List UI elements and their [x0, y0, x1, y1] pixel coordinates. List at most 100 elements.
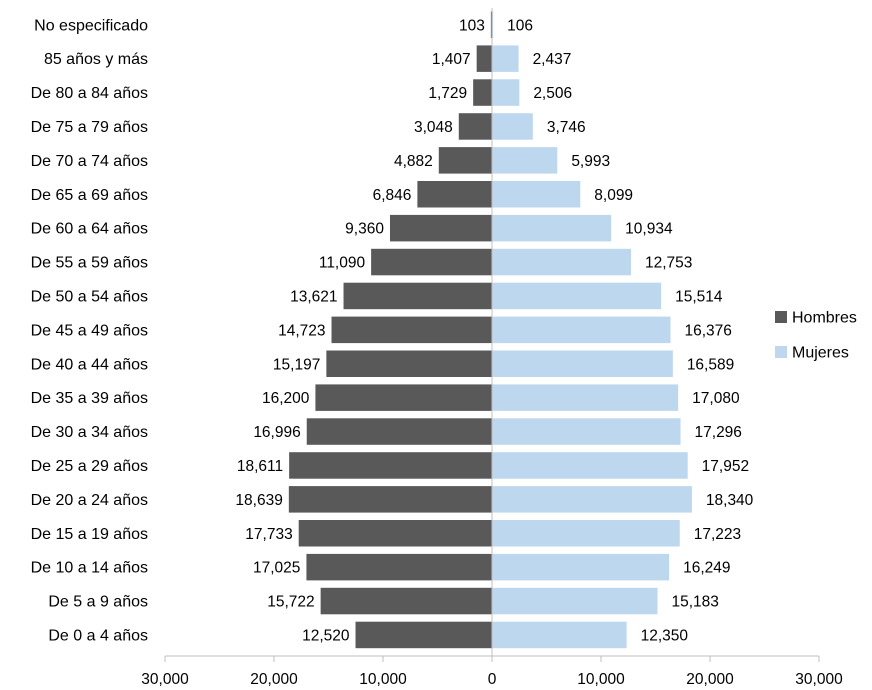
bar-mujeres [492, 181, 581, 208]
x-tick-label: 10,000 [359, 671, 407, 688]
value-label-hombres: 11,090 [319, 255, 366, 272]
value-label-hombres: 17,025 [253, 560, 300, 577]
bar-mujeres [492, 418, 681, 445]
bar-hombres [473, 79, 492, 106]
category-label: De 50 a 54 años [31, 288, 148, 305]
value-label-mujeres: 16,249 [683, 560, 730, 577]
value-label-hombres: 1,407 [432, 51, 471, 68]
category-label: No especificado [34, 17, 148, 34]
category-label: De 30 a 34 años [31, 424, 148, 441]
bar-mujeres [492, 248, 632, 276]
x-tick-label: 10,000 [577, 671, 625, 688]
value-label-hombres: 1,729 [428, 85, 467, 102]
category-label: 85 años y más [44, 51, 148, 68]
value-label-mujeres: 3,746 [547, 119, 586, 136]
bar-hombres [288, 486, 492, 513]
value-label-hombres: 15,197 [273, 356, 320, 373]
bar-hombres [355, 621, 492, 649]
value-label-hombres: 15,722 [267, 594, 314, 611]
bar-hombres [306, 418, 492, 445]
category-label: De 80 a 84 años [31, 85, 148, 102]
category-label: De 70 a 74 años [31, 153, 148, 170]
value-label-hombres: 6,846 [373, 187, 412, 204]
bar-mujeres [492, 553, 670, 581]
value-label-hombres: 4,882 [394, 153, 433, 170]
value-label-hombres: 9,360 [345, 221, 384, 238]
value-label-mujeres: 17,223 [694, 526, 741, 543]
bar-hombres [476, 45, 492, 72]
value-label-mujeres: 106 [507, 17, 533, 34]
value-label-hombres: 18,611 [237, 458, 283, 475]
bar-mujeres [492, 452, 688, 479]
bar-hombres [490, 11, 492, 38]
value-label-mujeres: 17,952 [702, 458, 749, 475]
value-label-mujeres: 12,753 [645, 255, 692, 272]
value-label-hombres: 13,621 [290, 288, 337, 305]
value-label-hombres: 17,733 [245, 526, 292, 543]
legend-swatch-mujeres [775, 346, 787, 358]
value-label-hombres: 3,048 [414, 119, 453, 136]
category-label: De 75 a 79 años [31, 119, 148, 136]
bars-layer [288, 11, 692, 649]
value-label-hombres: 16,996 [253, 424, 300, 441]
bar-hombres [417, 181, 492, 208]
bar-mujeres [492, 282, 662, 310]
value-label-mujeres: 16,589 [687, 356, 734, 373]
value-label-mujeres: 15,183 [671, 594, 718, 611]
bar-mujeres [492, 214, 612, 242]
x-tick-label: 0 [488, 671, 497, 688]
bar-mujeres [492, 621, 627, 649]
x-tick-label: 30,000 [141, 671, 189, 688]
labels-layer: No especificado 103 106 85 años y más 1,407 2… [31, 17, 754, 644]
bar-mujeres [492, 316, 671, 344]
category-label: De 35 a 39 años [31, 390, 148, 407]
bar-hombres [306, 553, 492, 581]
value-label-mujeres: 8,099 [594, 187, 633, 204]
bar-mujeres [492, 486, 692, 513]
bar-mujeres [492, 350, 673, 377]
value-label-mujeres: 2,506 [533, 85, 572, 102]
category-label: De 40 a 44 años [31, 356, 148, 373]
category-label: De 15 a 19 años [31, 526, 148, 543]
x-axis: 30,000 20,000 10,000 0 10,000 20,000 30,000 [141, 8, 843, 688]
category-label: De 0 a 4 años [48, 627, 148, 644]
value-label-mujeres: 15,514 [675, 288, 723, 305]
value-label-mujeres: 12,350 [641, 627, 689, 644]
bar-hombres [458, 113, 492, 140]
bar-hombres [289, 452, 492, 479]
bar-mujeres [492, 587, 658, 615]
value-label-hombres: 103 [459, 17, 485, 34]
bar-mujeres [492, 520, 680, 547]
bar-mujeres [492, 113, 533, 140]
category-label: De 45 a 49 años [31, 322, 148, 339]
legend: Hombres Mujeres [775, 310, 857, 362]
bar-mujeres [492, 384, 679, 411]
category-label: De 55 a 59 años [31, 255, 148, 272]
bar-mujeres [492, 45, 519, 72]
x-tick-label: 20,000 [686, 671, 734, 688]
value-label-hombres: 18,639 [235, 492, 282, 509]
bar-hombres [343, 282, 492, 310]
value-label-hombres: 16,200 [262, 390, 310, 407]
category-label: De 20 a 24 años [31, 492, 148, 509]
bar-mujeres [492, 79, 520, 106]
value-label-mujeres: 16,376 [684, 322, 731, 339]
bar-hombres [438, 147, 492, 174]
value-label-mujeres: 17,296 [695, 424, 742, 441]
category-label: De 10 a 14 años [31, 560, 148, 577]
legend-label-mujeres: Mujeres [792, 345, 849, 362]
value-label-mujeres: 5,993 [571, 153, 610, 170]
category-label: De 65 a 69 años [31, 187, 148, 204]
bar-hombres [320, 587, 492, 615]
value-label-mujeres: 10,934 [625, 221, 673, 238]
x-tick-label: 30,000 [795, 671, 843, 688]
x-tick-label: 20,000 [250, 671, 298, 688]
category-label: De 25 a 29 años [31, 458, 148, 475]
value-label-mujeres: 17,080 [692, 390, 740, 407]
bar-hombres [331, 316, 492, 344]
category-label: De 60 a 64 años [31, 221, 148, 238]
bar-hombres [315, 384, 492, 411]
bar-mujeres [492, 11, 494, 38]
value-label-mujeres: 2,437 [533, 51, 572, 68]
